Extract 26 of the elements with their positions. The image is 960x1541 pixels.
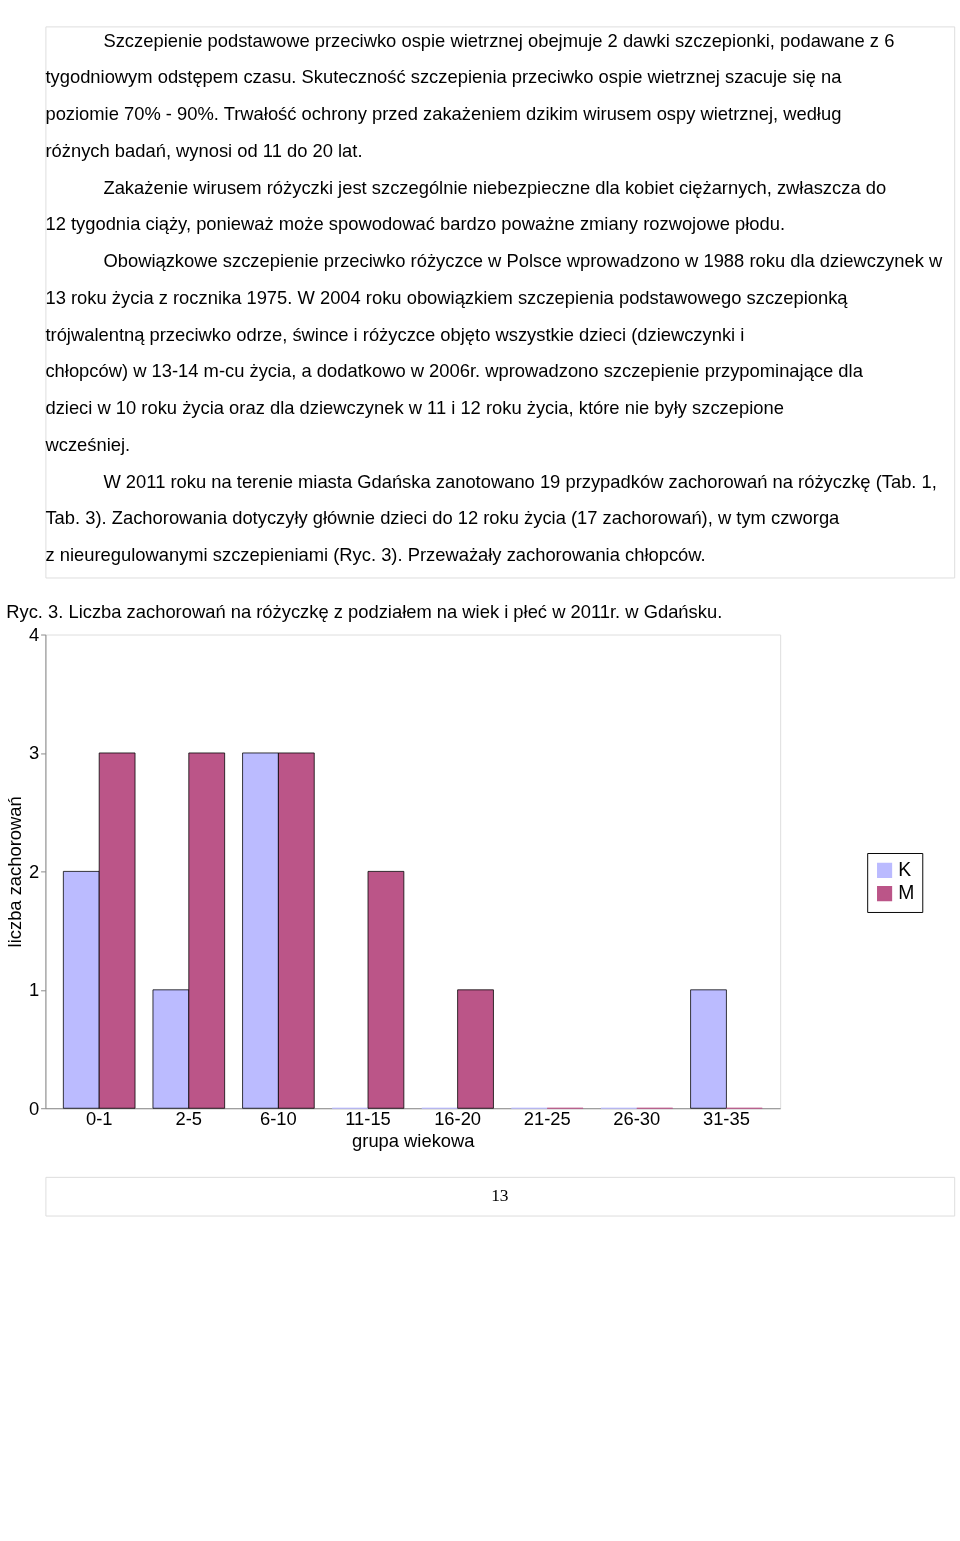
bar (690, 989, 727, 1109)
x-tick-label: 0-1 (85, 1108, 113, 1130)
x-tick-label: 11-15 (345, 1108, 391, 1130)
bar (367, 871, 405, 1109)
x-tick-label: 26-30 (613, 1108, 661, 1130)
text: W 2011 roku na terenie miasta Gdańska zanotowano 19 przypadków zachorowań na różyczkę (Tab. 1, Tab. 3). Zachorowania dotyczyły głównie dzieci do 12 roku życia (17 zachorowań), w tym czworga z nieuregulowanymi szczepieniami (Ryc. 3). Przeważały zachorowania chłopców. (45, 470, 937, 566)
legend-label: K (898, 859, 912, 881)
x-tick-label: 21-25 (523, 1108, 571, 1130)
x-axis-title: grupa wiekowa (352, 1130, 476, 1152)
y-tick-label: 3 (28, 742, 40, 764)
y-tick-label: 4 (28, 623, 40, 645)
text: Szczepienie podstawowe przeciwko ospie wietrznej obejmuje 2 dawki szczepionki, podawane z 6 tygodniowym odstępem czasu. Skuteczność szczepienia przeciwko ospie wietrznej szacuje się na poziomie 70% - 90%. Trwałość ochrony przed zakażeniem dzikim wirusem ospy wietrznej, według różnych badań, wynosi od 11 do 20 lat. (45, 29, 895, 161)
text: Obowiązkowe szczepienie przeciwko różyczce w Polsce wprowadzono w 1988 roku dla dziewczynek w 13 roku życia z rocznika 1975. W 2004 roku obowiązkiem szczepienia podstawowego szczepionką trójwalentną przeciwko odrze, śwince i różyczce objęto wszystkie dzieci (dziewczynki i chłopców) w 13-14 m-cu życia, a dodatkowo w 2006r. wprowadzono szczepienie przypominające dla dzieci w 10 roku życia oraz dla dziewczynek w 11 i 12 roku życia, które nie były szczepione wcześniej. (44, 250, 943, 455)
y-tick-label: 1 (28, 979, 40, 1001)
x-tick-label: 16-20 (434, 1108, 482, 1130)
y-axis-title: liczba zachorowań (4, 796, 26, 948)
y-tick-label: 2 (28, 860, 40, 882)
text: Zakażenie wirusem różyczki jest szczególnie niebezpieczne dla kobiet ciężarnych, zwłaszcza do 12 tygodnia ciąży, ponieważ może spowodować bardzo poważne zmiany rozwojowe płodu. (45, 176, 887, 235)
text: 13 (491, 1185, 509, 1206)
y-tick-label: 0 (28, 1097, 40, 1119)
bar (457, 989, 494, 1109)
x-tick-label: 31-35 (702, 1108, 750, 1130)
chart-title: Ryc. 3. Liczba zachorowań na różyczkę z podziałem na wiek i płeć w 2011r. w Gdańsku. (6, 601, 723, 623)
x-tick-label: 2-5 (175, 1108, 203, 1130)
legend-label: M (898, 882, 915, 904)
x-tick-label: 6-10 (260, 1108, 297, 1130)
